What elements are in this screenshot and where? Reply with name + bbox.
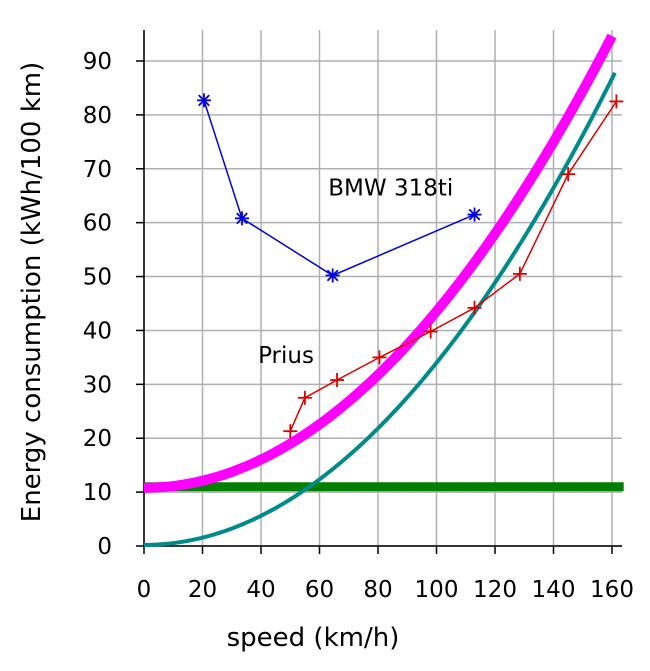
y-axis-label: Energy consumption (kWh/100 km) [17, 62, 47, 522]
prius-line [289, 101, 618, 432]
grid [136, 30, 622, 554]
x-tick-label: 100 [415, 577, 459, 603]
marker-stroke [326, 269, 339, 282]
bmw-point [234, 211, 249, 226]
prius-point [561, 167, 576, 182]
bmw-line [203, 100, 475, 277]
teal-curve [143, 71, 617, 547]
x-tick-label: 20 [188, 577, 217, 603]
x-tick-label: 120 [473, 577, 517, 603]
prius-point [372, 350, 387, 365]
annotations: BMW 318ti Prius [258, 176, 453, 369]
prius-point [330, 373, 345, 388]
x-tick-label: 160 [590, 577, 634, 603]
y-tick-label: 70 [83, 157, 112, 183]
x-tick-labels: 0 20 40 60 80 100 120 140 160 [137, 577, 634, 603]
x-tick-label: 80 [363, 577, 392, 603]
y-tick-label: 90 [83, 49, 112, 75]
curves [143, 33, 624, 547]
prius-point [467, 300, 482, 315]
bmw-point [196, 93, 211, 108]
prius-point [283, 424, 298, 439]
marker-stroke [236, 212, 248, 225]
axes [143, 30, 622, 547]
y-tick-label: 40 [83, 318, 112, 344]
x-tick-label: 60 [305, 577, 334, 603]
prius-point [423, 324, 438, 339]
annotation-label: BMW 318ti [328, 176, 453, 202]
x-axis-label: speed (km/h) [227, 623, 400, 653]
prius-point [297, 390, 312, 405]
x-tick-label: 140 [532, 577, 576, 603]
marker-stroke [198, 94, 210, 107]
y-tick-label: 30 [83, 372, 112, 398]
y-tick-labels: 0 10 20 30 40 50 60 70 80 90 [83, 49, 112, 560]
prius-point [512, 266, 527, 281]
x-tick-label: 40 [246, 577, 275, 603]
magenta-curve [143, 33, 617, 493]
y-tick-label: 20 [83, 426, 112, 452]
prius-point [609, 94, 624, 109]
annotation-label: Prius [258, 343, 314, 369]
data-series [196, 93, 624, 439]
x-tick-label: 0 [137, 577, 152, 603]
y-tick-label: 10 [83, 480, 112, 506]
bmw-point [325, 268, 340, 283]
y-tick-label: 50 [83, 265, 112, 291]
bmw-point [467, 207, 482, 222]
y-tick-label: 60 [83, 211, 112, 237]
y-tick-label: 80 [83, 103, 112, 129]
y-tick-label: 0 [97, 534, 112, 560]
marker-stroke [468, 208, 481, 221]
